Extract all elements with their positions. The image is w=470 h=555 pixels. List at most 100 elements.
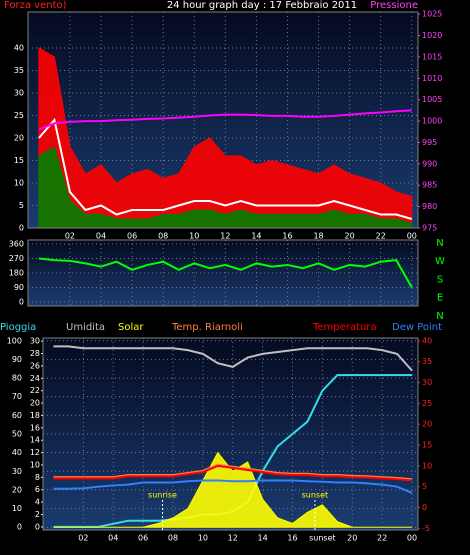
x-tick-label: 06 [138, 534, 148, 543]
y-tick-label: 1010 [422, 74, 442, 83]
y-tick-label: 2 [35, 510, 40, 519]
y-tick-label: 14 [30, 436, 40, 445]
y-tick-label: 80 [12, 374, 22, 383]
series-line [38, 109, 412, 131]
y-tick-label: 6 [35, 485, 40, 494]
legend-label: Temperatura [312, 322, 377, 333]
y-tick-label: 1000 [422, 117, 442, 126]
y-tick-label: 35 [422, 357, 432, 366]
y-tick-label: 35 [14, 66, 24, 75]
series-area [38, 47, 413, 229]
x-tick-label: 02 [78, 534, 88, 543]
x-tick-label: sunset [309, 534, 336, 543]
series-area [53, 451, 413, 528]
y-tick-label: 1015 [422, 52, 442, 61]
y-tick-label: 30 [12, 467, 22, 476]
series-line [53, 463, 413, 481]
y-tick-label: 15 [14, 156, 24, 165]
plot-frame [42, 337, 419, 531]
plot-frame [27, 239, 419, 307]
y-tick-label: 15 [422, 441, 432, 450]
y-tick-label: 0 [19, 297, 24, 306]
x-tick-label: 20 [345, 232, 355, 241]
y-tick-label: 0 [422, 503, 427, 512]
legend-label: Dew Point [392, 322, 442, 333]
y-tick-label: 0 [17, 523, 22, 532]
y-tick-label: 50 [12, 430, 22, 439]
y-tick-label: 26 [30, 361, 40, 370]
legend-label: Pioggia [0, 322, 36, 333]
y-tick-label: 980 [422, 202, 437, 211]
y-tick-label: 30 [14, 89, 24, 98]
y-tick-label: 100 [7, 336, 22, 345]
y-tick-label: 10 [422, 461, 432, 470]
y-tick-label: 12 [30, 448, 40, 457]
y-tick-label: 270 [9, 254, 24, 263]
plot-frame [27, 11, 419, 229]
y-tick-label: 990 [422, 159, 437, 168]
x-tick-label: 22 [377, 534, 387, 543]
x-tick-label: 04 [96, 232, 106, 241]
y-tick-label: 20 [14, 134, 24, 143]
x-tick-label: 12 [228, 534, 238, 543]
y-tick-label: 1020 [422, 31, 442, 40]
series-line [53, 345, 413, 372]
y-tick-label: 25 [14, 111, 24, 120]
y-tick-label: 10 [30, 460, 40, 469]
y-tick-label: 4 [35, 498, 40, 507]
compass-label: N [436, 311, 443, 322]
y-tick-label: 16 [30, 423, 40, 432]
series-area [38, 146, 413, 229]
y-tick-label: 995 [422, 138, 437, 147]
y-tick-label: 90 [12, 355, 22, 364]
y-tick-label: 5 [422, 482, 427, 491]
x-tick-label: 16 [287, 534, 297, 543]
x-tick-label: 00 [407, 534, 417, 543]
legend-label: Temp. Riarnoli [171, 322, 243, 333]
x-tick-label: 08 [168, 534, 178, 543]
x-tick-label: 18 [313, 232, 323, 241]
right-axis-label: Pressione [370, 0, 418, 11]
series-line [38, 117, 413, 220]
y-tick-label: 20 [422, 420, 432, 429]
y-tick-label: 60 [12, 411, 22, 420]
x-tick-label: 08 [158, 232, 168, 241]
x-tick-label: 14 [251, 232, 261, 241]
y-tick-label: 40 [12, 448, 22, 457]
legend-label: Umidita [66, 322, 105, 333]
x-tick-label: 02 [65, 232, 75, 241]
compass-label: S [437, 274, 443, 285]
y-tick-label: 5 [19, 201, 24, 210]
y-tick-label: 70 [12, 392, 22, 401]
plot-area [28, 240, 418, 306]
x-tick-label: 12 [220, 232, 230, 241]
x-tick-label: 04 [108, 534, 118, 543]
series-line [38, 257, 413, 288]
compass-label: N [436, 238, 443, 249]
x-tick-label: 22 [376, 232, 386, 241]
y-tick-label: 8 [35, 473, 40, 482]
compass-label: W [435, 256, 445, 267]
y-tick-label: 30 [30, 337, 40, 346]
left-axis-label: Forza vento) [4, 0, 67, 11]
legend-label: Solar [118, 322, 144, 333]
y-tick-label: 985 [422, 181, 437, 190]
x-tick-label: 00 [407, 232, 417, 241]
y-tick-label: 24 [30, 374, 40, 383]
y-tick-label: 180 [9, 269, 24, 278]
y-tick-label: 40 [422, 336, 432, 345]
y-tick-label: 0 [19, 224, 24, 233]
x-tick-label: 20 [347, 534, 357, 543]
y-tick-label: 1025 [422, 10, 442, 19]
y-tick-label: 20 [30, 399, 40, 408]
y-tick-label: 975 [422, 224, 437, 233]
y-tick-label: 10 [12, 504, 22, 513]
annotation: sunset [302, 491, 329, 500]
y-tick-label: 18 [30, 411, 40, 420]
y-tick-label: 1005 [422, 95, 442, 104]
series-line [53, 464, 413, 482]
y-tick-label: 40 [14, 44, 24, 53]
y-tick-label: 20 [12, 485, 22, 494]
y-tick-label: 10 [14, 179, 24, 188]
